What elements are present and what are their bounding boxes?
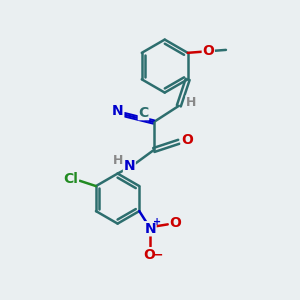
Text: H: H [186, 96, 196, 109]
Text: O: O [202, 44, 214, 58]
Text: O: O [181, 133, 193, 147]
Text: N: N [124, 159, 135, 173]
Text: O: O [144, 248, 155, 262]
Text: H: H [113, 154, 124, 167]
Text: −: − [153, 248, 163, 261]
Text: C: C [138, 106, 148, 120]
Text: N: N [112, 104, 124, 118]
Text: N: N [144, 222, 156, 236]
Text: +: + [154, 217, 162, 227]
Text: Cl: Cl [64, 172, 78, 186]
Text: O: O [169, 216, 181, 230]
